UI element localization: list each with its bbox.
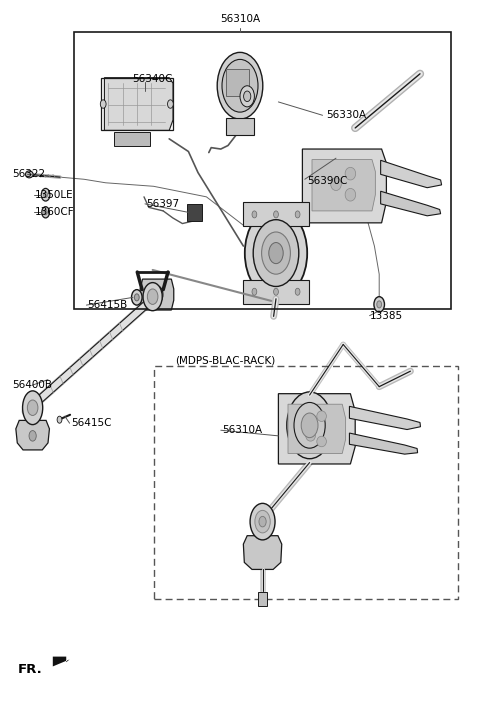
Polygon shape (349, 433, 418, 454)
Ellipse shape (317, 411, 326, 421)
Ellipse shape (41, 188, 50, 201)
Bar (100, 78, 173, 131)
Ellipse shape (143, 283, 162, 311)
Ellipse shape (252, 288, 257, 295)
Text: 56397: 56397 (146, 199, 180, 209)
Ellipse shape (134, 294, 139, 301)
Ellipse shape (23, 391, 43, 425)
Text: 1360CF: 1360CF (35, 207, 75, 217)
Ellipse shape (44, 192, 48, 198)
Polygon shape (381, 191, 441, 216)
Ellipse shape (57, 416, 62, 423)
Text: 56390C: 56390C (307, 176, 348, 186)
Bar (74, 32, 451, 309)
Ellipse shape (168, 100, 173, 108)
Text: 56310A: 56310A (220, 14, 260, 24)
Polygon shape (243, 280, 309, 304)
Bar (226, 69, 249, 96)
Ellipse shape (244, 91, 251, 102)
Polygon shape (312, 160, 375, 211)
Text: 56310A: 56310A (222, 425, 263, 435)
Polygon shape (140, 279, 174, 310)
Polygon shape (278, 394, 355, 464)
Ellipse shape (294, 402, 325, 449)
Text: 56415C: 56415C (71, 418, 111, 428)
Polygon shape (349, 406, 420, 430)
Bar (114, 132, 150, 146)
Ellipse shape (255, 510, 270, 533)
Ellipse shape (306, 430, 315, 441)
Ellipse shape (132, 290, 142, 305)
Text: 13385: 13385 (370, 311, 403, 321)
Ellipse shape (262, 232, 290, 274)
Polygon shape (243, 202, 309, 226)
Ellipse shape (331, 178, 341, 191)
Bar (187, 204, 202, 221)
Text: 1350LE: 1350LE (35, 190, 73, 200)
Ellipse shape (42, 207, 49, 218)
Polygon shape (243, 536, 282, 569)
Ellipse shape (287, 392, 333, 458)
Polygon shape (16, 420, 49, 450)
Text: 56340C: 56340C (132, 75, 172, 84)
Polygon shape (104, 78, 173, 131)
Ellipse shape (317, 436, 326, 447)
Ellipse shape (29, 430, 36, 441)
Bar (258, 592, 267, 606)
Ellipse shape (295, 288, 300, 295)
Polygon shape (302, 149, 386, 223)
Ellipse shape (217, 52, 263, 119)
Ellipse shape (269, 243, 283, 264)
Ellipse shape (274, 211, 278, 218)
Ellipse shape (259, 516, 266, 527)
Ellipse shape (306, 416, 315, 427)
Ellipse shape (295, 211, 300, 218)
Text: 56415B: 56415B (87, 300, 128, 310)
Ellipse shape (374, 297, 384, 312)
Bar (154, 366, 458, 599)
Ellipse shape (245, 207, 307, 299)
Text: 56400B: 56400B (12, 380, 52, 390)
Ellipse shape (301, 413, 318, 437)
Ellipse shape (377, 301, 382, 308)
Polygon shape (288, 404, 346, 453)
Polygon shape (53, 657, 70, 666)
Text: 56322: 56322 (12, 169, 45, 179)
Ellipse shape (25, 171, 33, 178)
Text: 56330A: 56330A (326, 110, 367, 120)
Ellipse shape (253, 219, 299, 287)
Polygon shape (381, 160, 442, 188)
Text: FR.: FR. (18, 663, 43, 676)
Ellipse shape (44, 209, 47, 215)
Ellipse shape (151, 285, 163, 304)
Ellipse shape (100, 100, 106, 108)
Ellipse shape (250, 503, 275, 540)
Ellipse shape (274, 288, 278, 295)
Ellipse shape (345, 188, 356, 201)
Ellipse shape (222, 59, 258, 112)
Ellipse shape (240, 86, 254, 107)
Bar (226, 117, 254, 135)
Ellipse shape (27, 400, 38, 415)
Text: (MDPS-BLAC-RACK): (MDPS-BLAC-RACK) (175, 356, 276, 366)
Ellipse shape (345, 167, 356, 180)
Ellipse shape (252, 211, 257, 218)
Ellipse shape (147, 289, 158, 304)
